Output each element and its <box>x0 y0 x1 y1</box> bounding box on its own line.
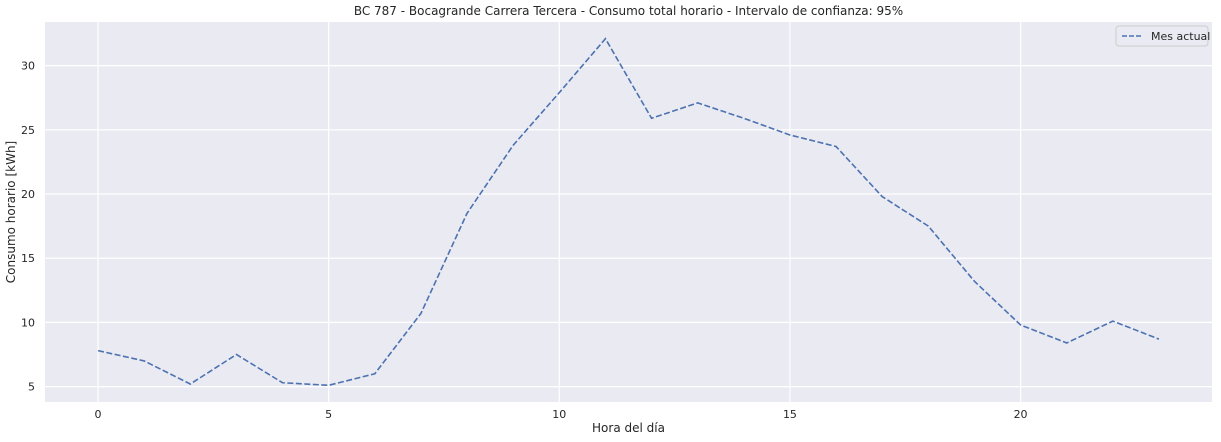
x-tick-label: 5 <box>325 408 332 421</box>
x-tick-label: 20 <box>1014 408 1028 421</box>
x-tick-label: 10 <box>552 408 566 421</box>
x-axis-label: Hora del día <box>592 421 665 435</box>
chart-title: BC 787 - Bocagrande Carrera Tercera - Co… <box>354 4 903 18</box>
y-axis-label: Consumo horario [kWh] <box>4 141 18 283</box>
legend-label: Mes actual <box>1151 30 1210 43</box>
y-tick-label: 20 <box>21 188 35 201</box>
series-line-mes-actual <box>97 37 1160 387</box>
y-tick-label: 15 <box>21 252 35 265</box>
y-tick-labels: 5 10 15 20 25 30 <box>21 60 35 394</box>
x-tick-label: 15 <box>783 408 797 421</box>
legend-box <box>1115 25 1209 47</box>
y-tick-label: 25 <box>21 124 35 137</box>
x-tick-label: 0 <box>95 408 102 421</box>
x-tick-labels: 0 5 10 15 20 <box>95 408 1028 421</box>
y-tick-label: 5 <box>28 381 35 394</box>
series-lines <box>97 37 1160 387</box>
y-tick-label: 10 <box>21 316 35 329</box>
plot-background <box>45 22 1212 402</box>
y-tick-label: 30 <box>21 60 35 73</box>
legend: Mes actual <box>1115 25 1210 47</box>
